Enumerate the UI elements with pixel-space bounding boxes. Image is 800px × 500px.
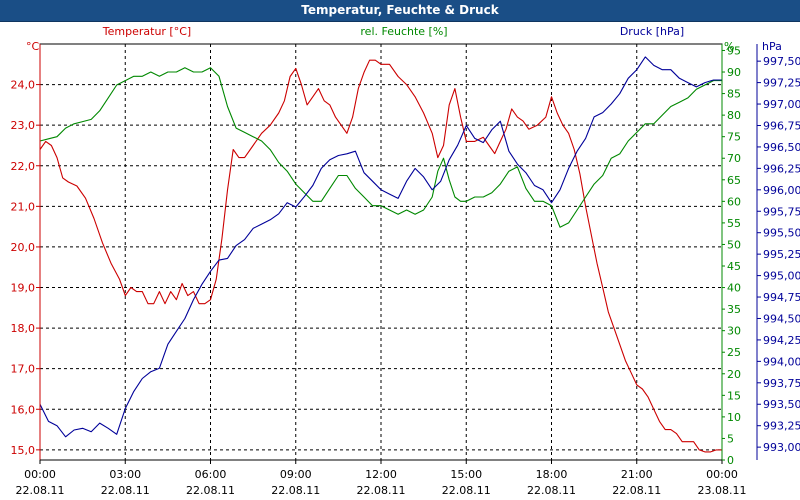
temperature-tick-label: 17,0 (11, 363, 36, 376)
pressure-tick-label: 995,25 (763, 248, 800, 261)
humidity-tick-label: 65 (727, 174, 741, 187)
pressure-tick-label: 993,50 (763, 398, 800, 411)
temperature-tick-label: 15,0 (11, 444, 36, 457)
humidity-tick-label: 90 (727, 66, 741, 79)
pressure-tick-label: 996,25 (763, 162, 800, 175)
humidity-line (39, 67, 722, 228)
humidity-unit-label: % (724, 40, 734, 53)
title-bar: Temperatur, Feuchte & Druck (0, 0, 800, 22)
x-tick-date-label: 22.08.11 (357, 484, 406, 497)
humidity-tick-label: 75 (727, 131, 741, 144)
humidity-tick-label: 5 (727, 432, 734, 445)
plot-area (39, 43, 723, 461)
temperature-tick-label: 18,0 (11, 322, 36, 335)
x-tick-date-label: 22.08.11 (442, 484, 491, 497)
x-tick-time-label: 00:00 (706, 468, 738, 481)
series-lines (39, 56, 722, 453)
humidity-tick-label: 50 (727, 238, 741, 251)
temperature-unit-label: °C (26, 40, 40, 53)
humidity-tick-label: 85 (727, 88, 741, 101)
pressure-tick-label: 996,00 (763, 184, 800, 197)
humidity-tick-label: 10 (727, 411, 741, 424)
pressure-tick-label: 996,75 (763, 119, 800, 132)
x-tick-date-label: 22.08.11 (16, 484, 65, 497)
humidity-tick-label: 30 (727, 325, 741, 338)
pressure-line (39, 56, 722, 438)
x-tick-date-label: 22.08.11 (612, 484, 661, 497)
temperature-tick-label: 23,0 (11, 119, 36, 132)
humidity-tick-label: 40 (727, 282, 741, 295)
x-tick-time-label: 03:00 (109, 468, 141, 481)
pressure-tick-label: 997,50 (763, 55, 800, 68)
pressure-tick-label: 993,75 (763, 377, 800, 390)
temperature-tick-label: 19,0 (11, 282, 36, 295)
temperature-tick-label: 20,0 (11, 241, 36, 254)
pressure-tick-label: 997,25 (763, 77, 800, 90)
x-tick-date-label: 23.08.11 (698, 484, 747, 497)
pressure-tick-label: 994,50 (763, 312, 800, 325)
x-tick-time-label: 00:00 (24, 468, 56, 481)
pressure-tick-label: 993,00 (763, 441, 800, 454)
humidity-series-label: rel. Feuchte [%] (360, 25, 447, 38)
humidity-tick-label: 55 (727, 217, 741, 230)
pressure-tick-label: 995,50 (763, 227, 800, 240)
humidity-tick-label: 80 (727, 109, 741, 122)
pressure-tick-label: 994,75 (763, 291, 800, 304)
x-tick-time-label: 15:00 (450, 468, 482, 481)
humidity-tick-label: 0 (727, 454, 734, 467)
temperature-tick-label: 21,0 (11, 200, 36, 213)
humidity-tick-label: 35 (727, 303, 741, 316)
pressure-tick-label: 995,00 (763, 270, 800, 283)
pressure-tick-label: 994,25 (763, 334, 800, 347)
temperature-line (39, 59, 722, 453)
humidity-tick-label: 70 (727, 152, 741, 165)
x-tick-date-label: 22.08.11 (271, 484, 320, 497)
humidity-tick-label: 45 (727, 260, 741, 273)
x-tick-time-label: 18:00 (536, 468, 568, 481)
x-tick-date-label: 22.08.11 (527, 484, 576, 497)
temperature-tick-label: 24,0 (11, 79, 36, 92)
humidity-tick-label: 95 (727, 44, 741, 57)
x-tick-time-label: 12:00 (365, 468, 397, 481)
humidity-tick-label: 60 (727, 195, 741, 208)
pressure-tick-label: 993,25 (763, 420, 800, 433)
pressure-tick-label: 996,50 (763, 141, 800, 154)
temperature-series-label: Temperatur [°C] (102, 25, 191, 38)
temperature-tick-label: 22,0 (11, 160, 36, 173)
pressure-series-label: Druck [hPa] (620, 25, 684, 38)
pressure-tick-label: 995,75 (763, 205, 800, 218)
x-tick-time-label: 21:00 (621, 468, 653, 481)
humidity-tick-label: 15 (727, 389, 741, 402)
pressure-unit-label: hPa (762, 40, 782, 53)
axis-ticks (36, 49, 761, 464)
x-tick-date-label: 22.08.11 (101, 484, 150, 497)
x-tick-time-label: 09:00 (280, 468, 312, 481)
x-tick-time-label: 06:00 (195, 468, 227, 481)
pressure-tick-label: 994,00 (763, 355, 800, 368)
temperature-tick-label: 16,0 (11, 403, 36, 416)
humidity-tick-label: 20 (727, 368, 741, 381)
humidity-tick-label: 25 (727, 346, 741, 359)
pressure-tick-label: 997,00 (763, 98, 800, 111)
chart-title: Temperatur, Feuchte & Druck (301, 3, 499, 17)
x-tick-date-label: 22.08.11 (186, 484, 235, 497)
